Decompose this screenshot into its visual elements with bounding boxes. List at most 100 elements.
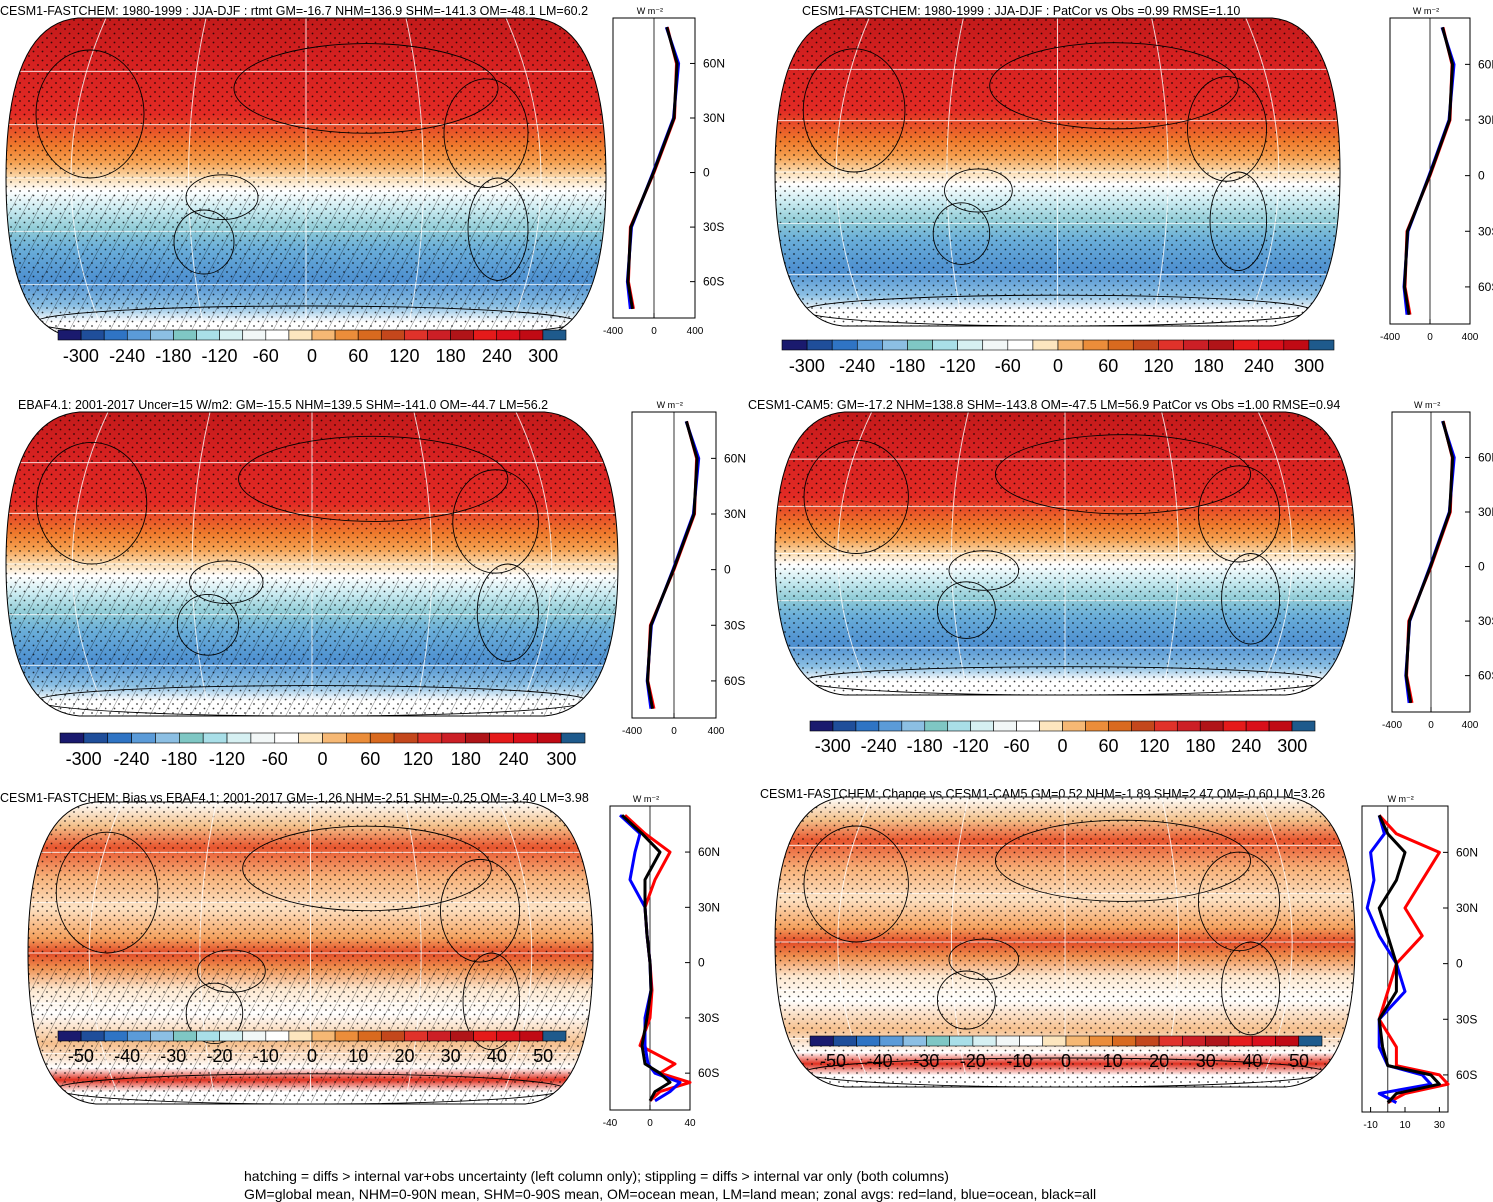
graticule-lon xyxy=(505,18,542,338)
colorbar-swatch xyxy=(80,1030,105,1042)
map xyxy=(775,412,1355,695)
colorbar-swatch xyxy=(126,329,151,341)
colorbar-label: -240 xyxy=(861,736,897,756)
zonal-mean-plot: 60N 30N 0 30S 60S -40 0 40 W m⁻² xyxy=(603,794,720,1129)
colorbar-swatch xyxy=(404,329,428,341)
colorbar-label: -30 xyxy=(913,1051,939,1071)
map-outline xyxy=(774,17,1341,327)
colorbar-swatch xyxy=(1112,1035,1137,1047)
coastline xyxy=(197,949,266,993)
graticule-lon xyxy=(404,802,422,1104)
coastline xyxy=(55,831,159,954)
coastline xyxy=(476,563,539,662)
zonal-x-tick-label: -400 xyxy=(1382,720,1402,731)
coastline xyxy=(944,168,1013,213)
colorbar-label: 0 xyxy=(307,346,317,366)
lat-tick-label: 60S xyxy=(1478,669,1493,683)
colorbar-swatch xyxy=(542,1030,567,1042)
coastline xyxy=(440,858,521,963)
coastline xyxy=(462,952,520,1051)
colorbar-label: 300 xyxy=(546,749,576,769)
graticule-lon xyxy=(946,18,964,326)
colorbar-swatch xyxy=(150,1030,174,1042)
zonal-mean-plot: 60N 30N 0 30S 60S -10 10 30 W m⁻² xyxy=(1361,794,1478,1131)
coastline xyxy=(452,469,539,574)
colorbar-swatch xyxy=(202,732,228,744)
colorbar-swatch xyxy=(311,329,336,341)
colorbar-swatch xyxy=(924,720,949,732)
map-outline xyxy=(774,796,1356,1088)
graticule-lon xyxy=(837,412,873,695)
colorbar-swatch xyxy=(1065,1035,1090,1047)
zonal-mean-plot: 60N 30N 0 30S 60S -400 0 400 W m⁻² xyxy=(622,400,746,737)
zonal-series-land xyxy=(1405,420,1454,704)
colorbar-swatch xyxy=(995,1035,1020,1047)
colorbar-swatch xyxy=(855,720,880,732)
colorbar-label: -60 xyxy=(253,346,279,366)
colorbar-swatch xyxy=(1245,720,1270,732)
colorbar-label: -10 xyxy=(253,1046,279,1066)
colorbar-label: 0 xyxy=(1061,1051,1071,1071)
zonal-x-tick-label: 10 xyxy=(1399,1120,1411,1131)
graticule-lon xyxy=(70,18,107,338)
colorbar-swatch xyxy=(972,1035,997,1047)
colorbar-label: 40 xyxy=(1242,1051,1262,1071)
colorbar-swatch xyxy=(1131,720,1155,732)
colorbar-label: 40 xyxy=(487,1046,507,1066)
colorbar-swatch xyxy=(265,1030,290,1042)
colorbar-swatch xyxy=(226,732,252,744)
colorbar-swatch xyxy=(393,732,419,744)
zonal-series-all xyxy=(1377,814,1441,1104)
colorbar-swatch xyxy=(274,732,299,744)
colorbar-swatch xyxy=(334,329,359,341)
colorbar-swatch xyxy=(489,732,514,744)
colorbar-label: 180 xyxy=(1185,736,1215,756)
colorbar-label: 300 xyxy=(1277,736,1307,756)
zonal-x-tick-label: 400 xyxy=(687,326,704,337)
colorbar-label: 240 xyxy=(1244,356,1274,376)
graticule-lon xyxy=(515,412,553,716)
graticule-lon xyxy=(1257,797,1293,1087)
colorbar-swatch xyxy=(1158,1035,1183,1047)
colorbar-swatch xyxy=(404,1030,428,1042)
map xyxy=(28,802,593,1104)
zonal-x-tick-label: -10 xyxy=(1363,1120,1378,1131)
zonal-unit-label: W m⁻² xyxy=(657,400,683,410)
zonal-series-all xyxy=(620,814,672,1102)
lat-tick-label: 0 xyxy=(703,166,710,180)
zonal-series-all xyxy=(1404,420,1455,704)
zonal-x-tick-label: 0 xyxy=(1427,332,1433,343)
colorbar-label: -300 xyxy=(63,346,99,366)
colorbar: -300 -240 -180 -120 -60 0 60 120 180 240 300 xyxy=(781,339,1335,376)
colorbar-swatch xyxy=(288,1030,313,1042)
colorbar-swatch xyxy=(298,732,323,744)
colorbar-swatch xyxy=(1251,1035,1276,1047)
graticule-lon xyxy=(1151,18,1169,326)
graticule-lon xyxy=(1161,412,1180,695)
colorbar-label: 120 xyxy=(403,749,433,769)
colorbar-label: -30 xyxy=(160,1046,186,1066)
colorbar-swatch xyxy=(427,329,451,341)
colorbar-label: 240 xyxy=(1231,736,1261,756)
colorbar-label: 60 xyxy=(1098,736,1118,756)
colorbar-swatch xyxy=(196,1030,220,1042)
coastline xyxy=(1221,553,1281,645)
colorbar-label: -240 xyxy=(113,749,149,769)
colorbar-label: -120 xyxy=(209,749,245,769)
graticule-lon xyxy=(1245,18,1280,326)
colorbar-label: 60 xyxy=(1098,356,1118,376)
colorbar-swatch xyxy=(265,329,290,341)
coastline xyxy=(185,982,244,1045)
zonal-mean-plot: 60N 30N 0 30S 60S -400 0 400 W m⁻² xyxy=(1382,400,1493,731)
lat-tick-label: 30N xyxy=(1478,505,1493,519)
panel-title: EBAF4.1: 2001-2017 Uncer=15 W/m2: GM=-15… xyxy=(18,398,548,412)
coastline xyxy=(936,581,996,639)
colorbar-label: -60 xyxy=(1004,736,1030,756)
colorbar: -50 -40 -30 -20 -10 0 10 20 30 40 50 xyxy=(809,1035,1323,1071)
colorbar-swatch xyxy=(970,720,994,732)
lat-tick-label: 30N xyxy=(698,900,720,914)
lat-tick-label: 30N xyxy=(1478,113,1493,127)
colorbar-swatch xyxy=(369,732,395,744)
lat-tick-label: 60S xyxy=(724,674,745,688)
graticule-lon xyxy=(950,797,969,1087)
